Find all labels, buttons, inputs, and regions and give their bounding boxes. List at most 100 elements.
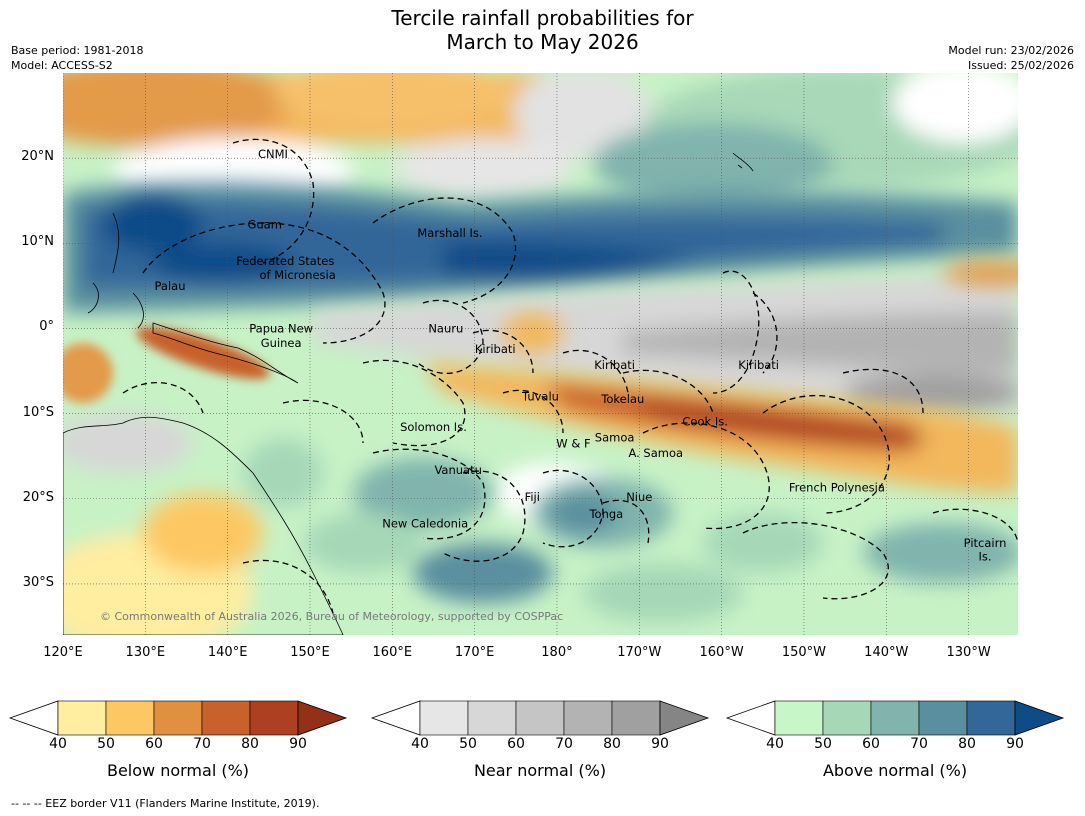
latitude-tick-label: 10°S bbox=[22, 404, 54, 420]
longitude-tick-label: 120°E bbox=[43, 645, 83, 660]
colorbar-title: Below normal (%) bbox=[106, 761, 250, 780]
latitude-tick-label: 20°S bbox=[22, 489, 54, 505]
region-label: Tuvalu bbox=[521, 390, 559, 404]
latitude-tick-label: 10°N bbox=[21, 234, 54, 250]
colorbar-extend-low bbox=[370, 700, 421, 736]
colorbar-tick-label: 50 bbox=[459, 736, 477, 752]
eez-footnote: -- -- -- EEZ border V11 (Flanders Marine… bbox=[11, 797, 320, 810]
longitude-tick-label: 140°E bbox=[207, 645, 248, 660]
latitude-tick-label: 0° bbox=[39, 319, 54, 335]
colorbar-segment bbox=[966, 700, 1016, 736]
region-label: Guinea bbox=[261, 336, 302, 350]
colorbar bbox=[370, 700, 710, 736]
region-label: Fiji bbox=[525, 490, 540, 504]
title-line-1: Tercile rainfall probabilities for bbox=[391, 6, 694, 30]
region-label: Pitcairn bbox=[964, 536, 1007, 550]
colorbar-tick-label: 40 bbox=[411, 736, 429, 752]
region-label: Marshall Is. bbox=[417, 226, 482, 240]
colorbar bbox=[725, 700, 1065, 736]
colorbar-title: Above normal (%) bbox=[822, 761, 968, 780]
longitude-tick-label: 150°W bbox=[781, 645, 827, 660]
colorbar-segment bbox=[870, 700, 920, 736]
region-label: Tokelau bbox=[600, 392, 644, 406]
colorbar-tick-label: 70 bbox=[555, 736, 573, 752]
region-label: Kiribati bbox=[475, 342, 516, 356]
colorbar bbox=[8, 700, 348, 736]
longitude-tick-label: 150°E bbox=[290, 645, 330, 660]
colorbar-tick-label: 60 bbox=[145, 736, 163, 752]
colorbar-tick-label: 80 bbox=[603, 736, 621, 752]
colorbar-segment bbox=[201, 700, 251, 736]
region-label: Guam bbox=[247, 218, 281, 232]
colorbar-segment bbox=[918, 700, 968, 736]
longitude-tick-label: 170°E bbox=[454, 645, 495, 660]
eez-borders bbox=[122, 138, 1018, 614]
colorbar-segment bbox=[563, 700, 613, 736]
region-label: Papua New bbox=[249, 321, 313, 335]
field-dry-band bbox=[423, 261, 1018, 493]
colorbar-extend-low bbox=[8, 700, 59, 736]
colorbar-segment bbox=[467, 700, 517, 736]
meta-left: Base period: 1981-2018 Model: ACCESS-S2 bbox=[11, 43, 143, 73]
base-period: Base period: 1981-2018 bbox=[11, 44, 144, 57]
region-label: A. Samoa bbox=[628, 446, 683, 460]
region-label: Samoa bbox=[595, 430, 635, 444]
region-label: Kiribati bbox=[594, 358, 635, 372]
longitude-tick-label: 170°W bbox=[617, 645, 662, 660]
meta-right: Model run: 23/02/2026 Issued: 25/02/2026 bbox=[948, 43, 1074, 73]
longitude-tick-label: 130°W bbox=[946, 645, 991, 660]
colorbar-tick-label: 50 bbox=[814, 736, 832, 752]
colorbar-tick-label: 90 bbox=[289, 736, 307, 752]
field-south bbox=[63, 438, 1018, 635]
colorbar-tick-label: 50 bbox=[97, 736, 115, 752]
region-label: of Micronesia bbox=[259, 268, 335, 282]
colorbar-tick-label: 40 bbox=[766, 736, 784, 752]
region-label: New Caledonia bbox=[382, 516, 468, 530]
longitude-tick-label: 160°E bbox=[372, 645, 413, 660]
region-label: Tonga bbox=[588, 507, 623, 521]
colorbar-tick-label: 60 bbox=[862, 736, 880, 752]
colorbar-tick-label: 70 bbox=[910, 736, 928, 752]
colorbar-tick-label: 90 bbox=[651, 736, 669, 752]
issued-date: Issued: 25/02/2026 bbox=[967, 59, 1074, 72]
colorbar-tick-label: 80 bbox=[958, 736, 976, 752]
region-label: French Polynesia bbox=[789, 481, 885, 495]
colorbar-extend-high bbox=[659, 700, 710, 736]
colorbar-extend-low bbox=[725, 700, 776, 736]
colorbar-tick-label: 60 bbox=[507, 736, 525, 752]
colorbar-segment bbox=[611, 700, 661, 736]
colorbar-tick-label: 70 bbox=[193, 736, 211, 752]
region-label: Federated States bbox=[236, 254, 334, 268]
colorbar-tick-label: 40 bbox=[49, 736, 67, 752]
region-label: Is. bbox=[979, 550, 992, 564]
colorbar-segment bbox=[249, 700, 299, 736]
latitude-tick-label: 30°S bbox=[22, 574, 54, 590]
colorbar-extend-high bbox=[297, 700, 348, 736]
colorbar-segment bbox=[57, 700, 107, 736]
copyright-credit: © Commonwealth of Australia 2026, Bureau… bbox=[100, 610, 564, 623]
region-label: Vanuatu bbox=[434, 463, 481, 477]
region-label: CNMI bbox=[258, 147, 288, 161]
coastlines bbox=[63, 152, 754, 635]
field-wet-band bbox=[63, 182, 1018, 313]
colorbar-segment bbox=[419, 700, 469, 736]
region-label: W & F bbox=[556, 436, 590, 450]
longitude-tick-label: 140°W bbox=[864, 645, 909, 660]
title-line-2: March to May 2026 bbox=[446, 30, 639, 54]
region-label: Nauru bbox=[428, 321, 463, 335]
colorbar-segment bbox=[515, 700, 565, 736]
colorbar-segment bbox=[105, 700, 155, 736]
graticule bbox=[63, 73, 1018, 635]
colorbar-segment bbox=[153, 700, 203, 736]
colorbars bbox=[8, 700, 1065, 736]
model-name: Model: ACCESS-S2 bbox=[11, 59, 113, 72]
longitude-tick-label: 130°E bbox=[125, 645, 166, 660]
latitude-tick-label: 20°N bbox=[21, 149, 54, 165]
region-label: Niue bbox=[626, 490, 652, 504]
region-label: Palau bbox=[155, 279, 186, 293]
colorbar-tick-label: 90 bbox=[1006, 736, 1024, 752]
longitude-tick-label: 160°W bbox=[699, 645, 744, 660]
model-run: Model run: 23/02/2026 bbox=[948, 44, 1074, 57]
